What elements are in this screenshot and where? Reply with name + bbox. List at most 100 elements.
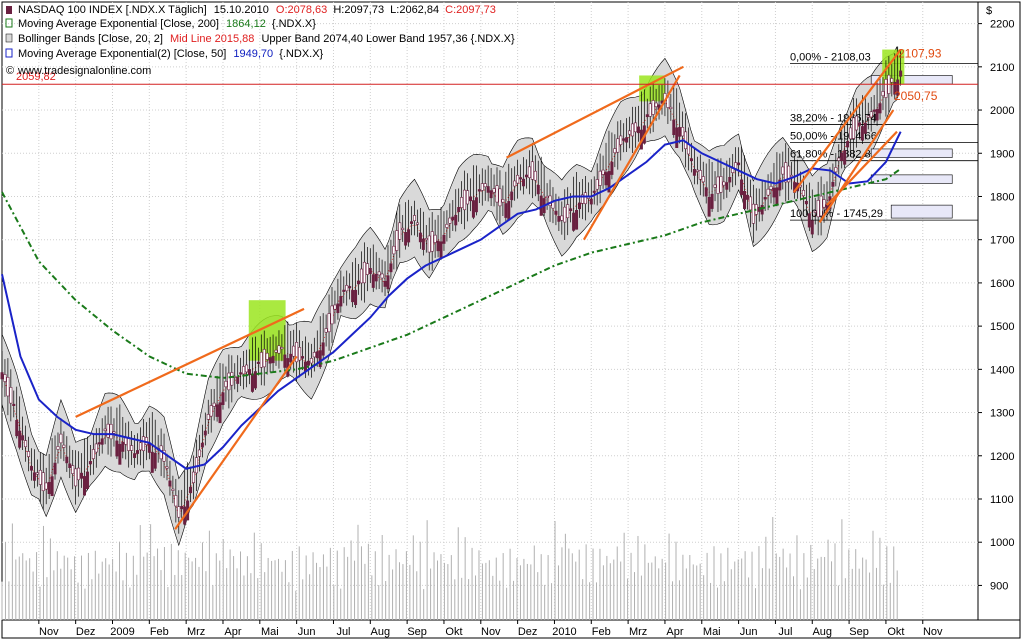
price-candle bbox=[230, 372, 234, 386]
price-candle bbox=[533, 170, 537, 181]
fib-level-label: 0,00% - 2108,03 bbox=[790, 51, 871, 63]
price-candle bbox=[301, 356, 305, 359]
price-candle bbox=[843, 150, 847, 165]
price-candle bbox=[309, 358, 313, 364]
price-candle bbox=[849, 127, 853, 140]
legend-swatch-ema50 bbox=[5, 48, 13, 58]
y-tick-label: 900 bbox=[990, 580, 1008, 592]
price-candle bbox=[633, 122, 637, 133]
y-tick-label: 2200 bbox=[990, 19, 1014, 31]
x-tick-label: Dez bbox=[518, 626, 538, 638]
price-candle bbox=[451, 216, 455, 221]
price-candle bbox=[227, 372, 231, 391]
x-tick-label: Mai bbox=[703, 626, 721, 638]
price-candle bbox=[884, 79, 888, 98]
y-tick-label: 1200 bbox=[990, 451, 1014, 463]
price-candle bbox=[507, 201, 511, 221]
price-candle bbox=[577, 202, 581, 210]
price-candle bbox=[6, 376, 10, 397]
price-candle bbox=[50, 476, 54, 497]
price-candle bbox=[56, 446, 60, 450]
fib-level-label: 50,00% - 1924,66 bbox=[790, 131, 877, 143]
price-candle bbox=[398, 222, 402, 240]
price-candle bbox=[165, 466, 169, 469]
price-candle bbox=[29, 466, 33, 471]
price-candle bbox=[460, 197, 464, 208]
hline-label: 2059,82 bbox=[16, 71, 56, 83]
price-candle bbox=[153, 452, 157, 469]
price-candle bbox=[492, 188, 496, 193]
price-candle bbox=[24, 440, 28, 448]
x-tick-label: Jul bbox=[336, 626, 350, 638]
x-tick-label: Aug bbox=[371, 626, 391, 638]
price-candle bbox=[742, 191, 746, 209]
price-candle bbox=[239, 372, 243, 375]
price-candle bbox=[306, 360, 310, 366]
price-candle bbox=[595, 179, 599, 190]
y-tick-label: 1100 bbox=[990, 494, 1014, 506]
price-candle bbox=[648, 103, 652, 117]
price-candle bbox=[59, 433, 63, 444]
price-candle bbox=[359, 268, 363, 284]
price-candle bbox=[557, 216, 561, 222]
price-candle bbox=[298, 347, 302, 361]
price-candle bbox=[501, 199, 505, 203]
price-candle bbox=[498, 188, 502, 207]
price-candle bbox=[704, 187, 708, 197]
price-candle bbox=[530, 161, 534, 180]
y-tick-label: 1000 bbox=[990, 537, 1014, 549]
price-candle bbox=[401, 227, 405, 230]
price-candle bbox=[421, 238, 425, 250]
price-candle bbox=[342, 289, 346, 292]
plot-area bbox=[1, 1, 979, 621]
legend-symbol: NASDAQ 100 INDEX [.NDX.X Täglich] 15.10.… bbox=[18, 4, 496, 16]
price-candle bbox=[395, 230, 399, 251]
legend-ema200: Moving Average Exponential [Close, 200] … bbox=[18, 18, 316, 30]
price-candle bbox=[722, 181, 726, 186]
price-candle bbox=[15, 420, 19, 437]
price-candle bbox=[436, 240, 440, 252]
price-candle bbox=[457, 207, 461, 213]
price-candle bbox=[527, 166, 531, 179]
price-candle bbox=[27, 451, 31, 457]
price-candle bbox=[12, 403, 16, 406]
price-candle bbox=[330, 305, 334, 325]
price-candle bbox=[519, 177, 523, 180]
price-candle bbox=[262, 349, 266, 368]
trend-line bbox=[582, 74, 681, 241]
currency-label: $ bbox=[986, 5, 992, 17]
price-candle bbox=[563, 206, 567, 223]
price-candle bbox=[813, 210, 817, 213]
price-candle bbox=[566, 204, 570, 219]
price-candle bbox=[610, 161, 614, 175]
price-candle bbox=[321, 342, 325, 356]
price-candle bbox=[575, 209, 579, 230]
axis-panel-right bbox=[977, 1, 1021, 621]
price-candle bbox=[138, 442, 142, 451]
price-candle bbox=[772, 187, 776, 198]
x-axis-ticks: Nov Dez 2009 Feb Mrz Apr Mai Jun Jul Aug Sep Okt Nov… bbox=[38, 620, 943, 638]
price-candle bbox=[365, 263, 369, 275]
price-candle bbox=[386, 275, 390, 290]
price-candle bbox=[713, 184, 717, 188]
fib-level-label: 38,20% - 1966,74 bbox=[790, 112, 877, 124]
price-candle bbox=[728, 176, 732, 183]
price-candle bbox=[268, 357, 272, 364]
price-candle bbox=[745, 194, 749, 200]
price-candle bbox=[545, 195, 549, 199]
price-candle bbox=[236, 376, 240, 384]
legend-source[interactable]: www.tradesignalonline.com bbox=[17, 65, 151, 77]
price-candle bbox=[807, 213, 811, 228]
price-candle bbox=[433, 234, 437, 243]
price-candle bbox=[560, 215, 564, 221]
y-tick-label: 1700 bbox=[990, 235, 1014, 247]
price-candle bbox=[510, 191, 514, 201]
price-candle bbox=[345, 285, 349, 292]
y-tick-label: 1800 bbox=[990, 191, 1014, 203]
price-candle bbox=[94, 443, 98, 453]
price-candle bbox=[536, 184, 540, 195]
price-candle bbox=[651, 100, 655, 115]
legend-ema50: Moving Average Exponential(2) [Close, 50… bbox=[18, 48, 324, 60]
price-candle bbox=[109, 424, 113, 440]
price-candle bbox=[890, 78, 894, 83]
